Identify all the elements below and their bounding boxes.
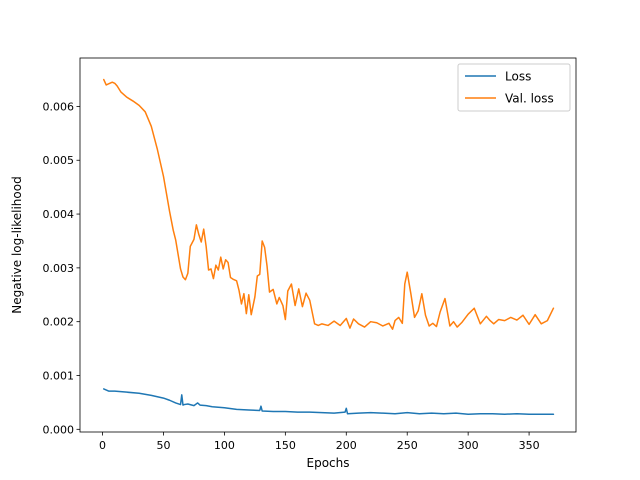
x-tick-label: 350 bbox=[519, 439, 540, 452]
series-line-1 bbox=[103, 388, 555, 415]
y-tick-label: 0.001 bbox=[43, 369, 75, 382]
x-tick-label: 0 bbox=[99, 439, 106, 452]
y-tick-label: 0.006 bbox=[43, 100, 75, 113]
plot-area bbox=[80, 58, 576, 432]
x-axis-ticks: 0 50 100 150 200 250 300 350 bbox=[99, 432, 540, 452]
x-tick-label: 100 bbox=[214, 439, 235, 452]
y-axis-label: Negative log-likelihood bbox=[10, 176, 24, 313]
y-axis-ticks: 0.000 0.001 0.002 0.003 0.004 0.005 0.006 bbox=[43, 100, 80, 436]
series-line-2 bbox=[103, 78, 555, 330]
x-tick-label: 200 bbox=[336, 439, 357, 452]
plot-frame bbox=[79, 57, 577, 433]
y-tick-label: 0.005 bbox=[43, 154, 75, 167]
y-tick-label: 0.000 bbox=[43, 423, 75, 436]
y-tick-label: 0.004 bbox=[43, 208, 75, 221]
x-axis-label: Epochs bbox=[307, 456, 350, 470]
legend: Loss Val. loss bbox=[457, 63, 571, 112]
x-tick-label: 250 bbox=[397, 439, 418, 452]
y-tick-label: 0.002 bbox=[43, 316, 75, 329]
x-tick-label: 300 bbox=[458, 439, 479, 452]
legend-label-1: Loss bbox=[505, 70, 531, 84]
legend-label-2: Val. loss bbox=[505, 92, 554, 106]
x-tick-label: 50 bbox=[156, 439, 170, 452]
y-tick-label: 0.003 bbox=[43, 262, 75, 275]
series-layer bbox=[103, 78, 555, 415]
x-tick-label: 150 bbox=[275, 439, 296, 452]
